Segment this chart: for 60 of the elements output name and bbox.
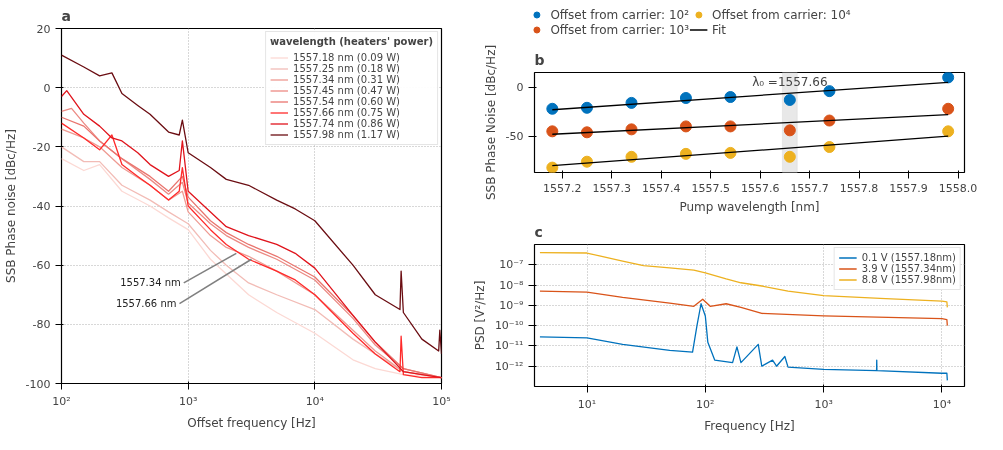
y-tick-label: 0	[43, 81, 51, 95]
annotation: 1557.34 nm	[120, 277, 181, 289]
legend-label: 1557.74 nm (0.86 W)	[293, 118, 401, 129]
x-tick-label: 1557.8	[839, 181, 879, 195]
legend-label: 0.1 V (1557.18nm)	[861, 252, 956, 263]
annotation: 1557.66 nm	[115, 298, 177, 310]
y-tick-label: 20	[36, 22, 51, 36]
x-axis-title: Frequency [Hz]	[704, 418, 795, 433]
y-tick-label: 10⁻¹⁰	[494, 319, 525, 333]
x-tick-label: 1557.7	[790, 181, 829, 195]
x-tick-label: 1557.9	[889, 181, 928, 195]
y-tick-label: -50	[505, 130, 524, 144]
legend-label: 3.9 V (1557.34nm)	[861, 263, 956, 274]
y-axis-title: PSD [V²/Hz]	[472, 280, 487, 351]
x-tick-label: 1557.2	[542, 181, 582, 195]
x-tick-label: 10³	[814, 397, 833, 411]
legend-label: 1557.25 nm (0.18 W)	[293, 63, 401, 74]
y-tick-label: 10⁻⁷	[499, 258, 524, 272]
y-axis-title: SSB Phase noise [dBc/Hz]	[3, 129, 18, 283]
legend-title: wavelength (heaters' power)	[270, 36, 433, 47]
x-tick-label: 10⁴	[932, 397, 952, 411]
legend-label: Offset from carrier: 10³	[550, 22, 689, 37]
x-tick-label: 10¹	[577, 397, 597, 411]
y-tick-label: -100	[25, 377, 51, 391]
legend-label: Offset from carrier: 10⁴	[711, 7, 851, 22]
x-tick-label: 10⁴	[305, 394, 325, 408]
chart-title: a	[61, 7, 71, 24]
x-tick-label: 10²	[52, 394, 71, 408]
legend-label: 1557.54 nm (0.60 W)	[293, 96, 401, 107]
y-tick-label: -60	[32, 259, 51, 273]
x-tick-label: 1558.0	[938, 181, 978, 195]
y-tick-label: 10⁻¹²	[494, 359, 524, 373]
x-tick-label: 10²	[696, 397, 715, 411]
y-tick-label: -80	[32, 318, 51, 332]
chart-title: c	[534, 223, 543, 240]
x-tick-label: 10³	[178, 394, 198, 408]
y-tick-label: 10⁻¹¹	[494, 339, 524, 353]
legend-label: 1557.34 nm (0.31 W)	[293, 74, 401, 85]
legend-label: 8.8 V (1557.98nm)	[861, 274, 956, 285]
legend-label: 1557.66 nm (0.75 W)	[293, 107, 401, 118]
chart-title: b	[534, 51, 545, 68]
legend-label: Offset from carrier: 10²	[550, 7, 689, 22]
legend-label: Fit	[711, 22, 728, 37]
x-tick-label: 10⁵	[432, 394, 451, 408]
y-tick-label: -20	[32, 140, 51, 154]
legend-label: 1557.45 nm (0.47 W)	[293, 85, 401, 96]
legend-label: 1557.18 nm (0.09 W)	[293, 52, 401, 63]
y-tick-label: 10⁻⁹	[499, 298, 524, 312]
legend-label: 1557.98 nm (1.17 W)	[293, 129, 401, 140]
y-tick-label: 10⁻⁸	[499, 278, 525, 292]
y-axis-title: SSB Phase Noise [dBc/Hz]	[483, 44, 498, 201]
x-tick-label: 1557.3	[592, 181, 631, 195]
x-tick-label: 1557.4	[641, 181, 681, 195]
y-tick-label: 0	[516, 81, 524, 95]
y-tick-label: -40	[32, 200, 51, 213]
x-axis-title: Pump wavelength [nm]	[679, 199, 820, 214]
x-tick-label: 1557.5	[691, 181, 730, 195]
x-tick-label: 1557.6	[740, 181, 780, 195]
x-axis-title: Offset frequency [Hz]	[187, 415, 316, 430]
band-label: λ₀ =1557.66	[752, 74, 828, 89]
